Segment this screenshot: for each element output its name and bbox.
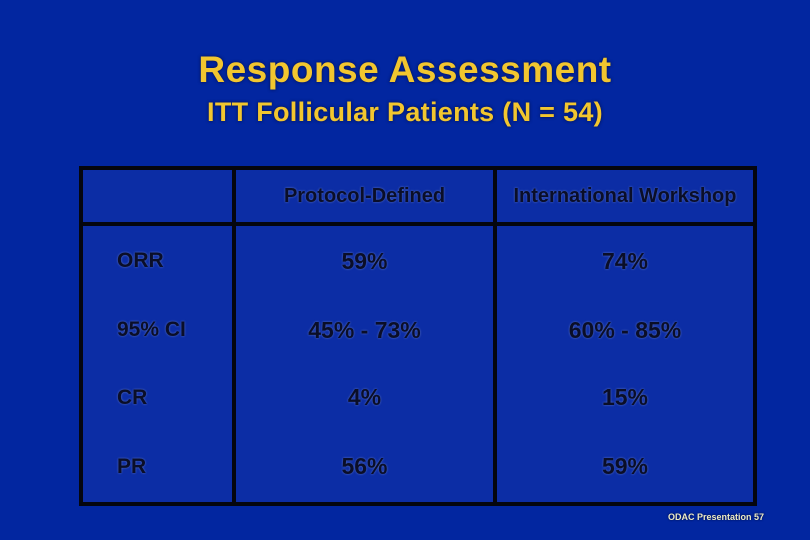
table-row-orr: ORR 59% 74% <box>81 224 755 297</box>
table-header-row: Protocol-Defined International Workshop <box>81 168 755 226</box>
orr-protocol-value: 59% <box>232 224 495 297</box>
cr-workshop-value: 15% <box>493 364 755 432</box>
slide-title: Response Assessment <box>198 49 612 90</box>
table-row-ci: 95% CI 45% - 73% 60% - 85% <box>81 296 755 364</box>
table-row-cr: CR 4% 15% <box>81 364 755 432</box>
pr-protocol-value: 56% <box>232 431 495 504</box>
response-assessment-table: Protocol-Defined International Workshop … <box>79 166 757 506</box>
row-label-pr: PR <box>117 454 147 478</box>
row-label-ci: 95% CI <box>117 318 186 342</box>
ci-workshop-value: 60% - 85% <box>493 296 755 364</box>
row-label-cr: CR <box>117 385 148 409</box>
pr-workshop-value: 59% <box>493 431 755 504</box>
orr-workshop-value: 74% <box>493 224 755 297</box>
col-header-protocol-defined: Protocol-Defined <box>232 168 495 226</box>
slide-subtitle: ITT Follicular Patients (N = 54) <box>207 97 603 127</box>
cr-protocol-value: 4% <box>232 364 495 432</box>
slide-footer-credit: ODAC Presentation 57 <box>667 512 764 522</box>
col-header-international-workshop: International Workshop <box>493 168 755 226</box>
table-corner-cell <box>81 168 234 226</box>
ci-protocol-value: 45% - 73% <box>232 296 495 364</box>
table-row-pr: PR 56% 59% <box>81 431 755 504</box>
row-label-orr: ORR <box>117 249 164 273</box>
